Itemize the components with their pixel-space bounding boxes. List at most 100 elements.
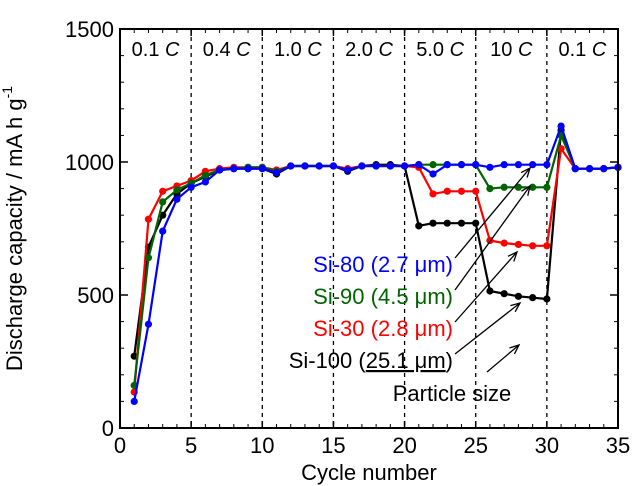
series-point: [457, 161, 466, 169]
legend-entry: Si-90 (4.5 μm): [313, 284, 453, 309]
series-point: [415, 161, 423, 169]
rate-unit: C: [307, 39, 322, 61]
legend-arrow-head: [521, 184, 531, 196]
series-point: [457, 187, 466, 195]
series-point: [201, 171, 209, 179]
series-point: [187, 183, 195, 191]
legend-size: 2.7 μm: [378, 252, 446, 277]
series-point: [429, 161, 437, 169]
legend-name: Si-90 (: [313, 284, 378, 309]
rate-label: 1.0 C: [274, 39, 322, 61]
legend: Si-80 (2.7 μm)Si-90 (4.5 μm)Si-30 (2.8 μ…: [289, 252, 512, 406]
plot-frame: [119, 28, 619, 429]
legend-arrow-head: [509, 343, 521, 355]
legend-arrow: [454, 302, 521, 355]
rate-unit: C: [236, 39, 251, 61]
rate-label: 2.0 C: [345, 39, 393, 61]
legend-arrow: [454, 251, 518, 323]
x-axis-label: Cycle number: [301, 460, 437, 485]
series-point: [429, 219, 437, 227]
x-tick-label: 35: [606, 433, 630, 458]
y-axis-label: Discharge capacity / mA h g-1: [0, 86, 27, 371]
series-point: [315, 162, 323, 170]
series-point: [443, 161, 451, 169]
series-point: [159, 187, 167, 195]
rate-label: 10 C: [490, 39, 533, 61]
series-point: [500, 239, 508, 247]
axis-ticks: 0 5 10 15 20 25 30 35 0 500 1000 1500: [65, 17, 630, 458]
legend-arrows: [454, 166, 532, 373]
rate-unit: C: [592, 39, 607, 61]
series-point: [571, 165, 579, 173]
series-point: [543, 295, 551, 303]
series-point: [144, 254, 153, 262]
series-point: [358, 162, 366, 170]
rate-unit: C: [165, 39, 180, 61]
series-point: [529, 183, 537, 191]
series-point: [415, 222, 423, 230]
series-point: [585, 165, 594, 173]
rate-label: 0.4 C: [203, 39, 251, 61]
series-point: [486, 185, 494, 193]
rate-unit: C: [450, 39, 465, 61]
series-point: [486, 287, 494, 295]
series-point: [514, 240, 523, 249]
legend-size: 25.1 μm: [366, 348, 446, 373]
series-point: [244, 165, 252, 173]
rate-value: 10: [490, 39, 518, 61]
rate-value: 0.1: [559, 39, 592, 61]
series-point: [272, 169, 281, 177]
series-point: [159, 227, 167, 235]
series-point: [457, 219, 466, 227]
series-point: [159, 198, 167, 206]
legend-size: 4.5 μm: [378, 284, 446, 309]
legend-size: 2.8 μm: [378, 316, 446, 341]
rate-value: 0.1: [132, 39, 165, 61]
rate-labels: 0.1 C 0.4 C 1.0 C 2.0 C 5.0 C 10 C 0.1 C: [132, 39, 607, 61]
series-point: [429, 170, 437, 178]
series-point: [529, 161, 537, 169]
legend-paren: ): [446, 348, 453, 373]
legend-arrow: [454, 185, 531, 291]
legend-paren: ): [446, 316, 453, 341]
x-tick-label: 0: [114, 433, 126, 458]
series-point: [258, 165, 266, 173]
legend-arrow-head: [507, 250, 519, 262]
legend-arrow-head: [520, 166, 532, 178]
rate-unit: C: [378, 39, 393, 61]
series-point: [600, 165, 608, 173]
legend-paren: ): [446, 252, 453, 277]
series-point: [301, 162, 309, 170]
series-point: [429, 190, 437, 198]
series-point: [514, 292, 523, 300]
legend-name: Si-80 (: [313, 252, 378, 277]
rate-label: 0.1 C: [132, 39, 180, 61]
legend-entry: Si-80 (2.7 μm): [313, 252, 453, 277]
x-tick-label: 10: [250, 433, 274, 458]
y-axis-label-text: Discharge capacity / mA h g: [2, 98, 27, 371]
series-point: [472, 219, 480, 227]
y-tick-label: 1500: [65, 17, 114, 42]
series-point: [400, 162, 409, 170]
series-point: [472, 161, 480, 169]
legend-arrow-head: [510, 301, 522, 313]
x-tick-label: 20: [392, 433, 416, 458]
series-point: [173, 195, 181, 203]
series-point: [386, 162, 394, 170]
series-point: [216, 166, 224, 174]
series-point: [329, 162, 338, 170]
series-point: [230, 165, 238, 173]
rate-label: 5.0 C: [416, 39, 464, 61]
legend-entry: Si-100 (25.1 μm): [289, 348, 453, 373]
legend-caption: Particle size: [393, 381, 512, 406]
series-point: [500, 161, 508, 169]
series-point: [486, 163, 494, 171]
series-point: [514, 183, 523, 191]
y-tick-label: 1000: [65, 150, 114, 175]
x-tick-label: 30: [535, 433, 559, 458]
rate-value: 1.0: [274, 39, 307, 61]
series-point: [500, 183, 508, 191]
y-tick-label: 500: [77, 283, 114, 308]
legend-entry: Si-30 (2.8 μm): [313, 316, 453, 341]
